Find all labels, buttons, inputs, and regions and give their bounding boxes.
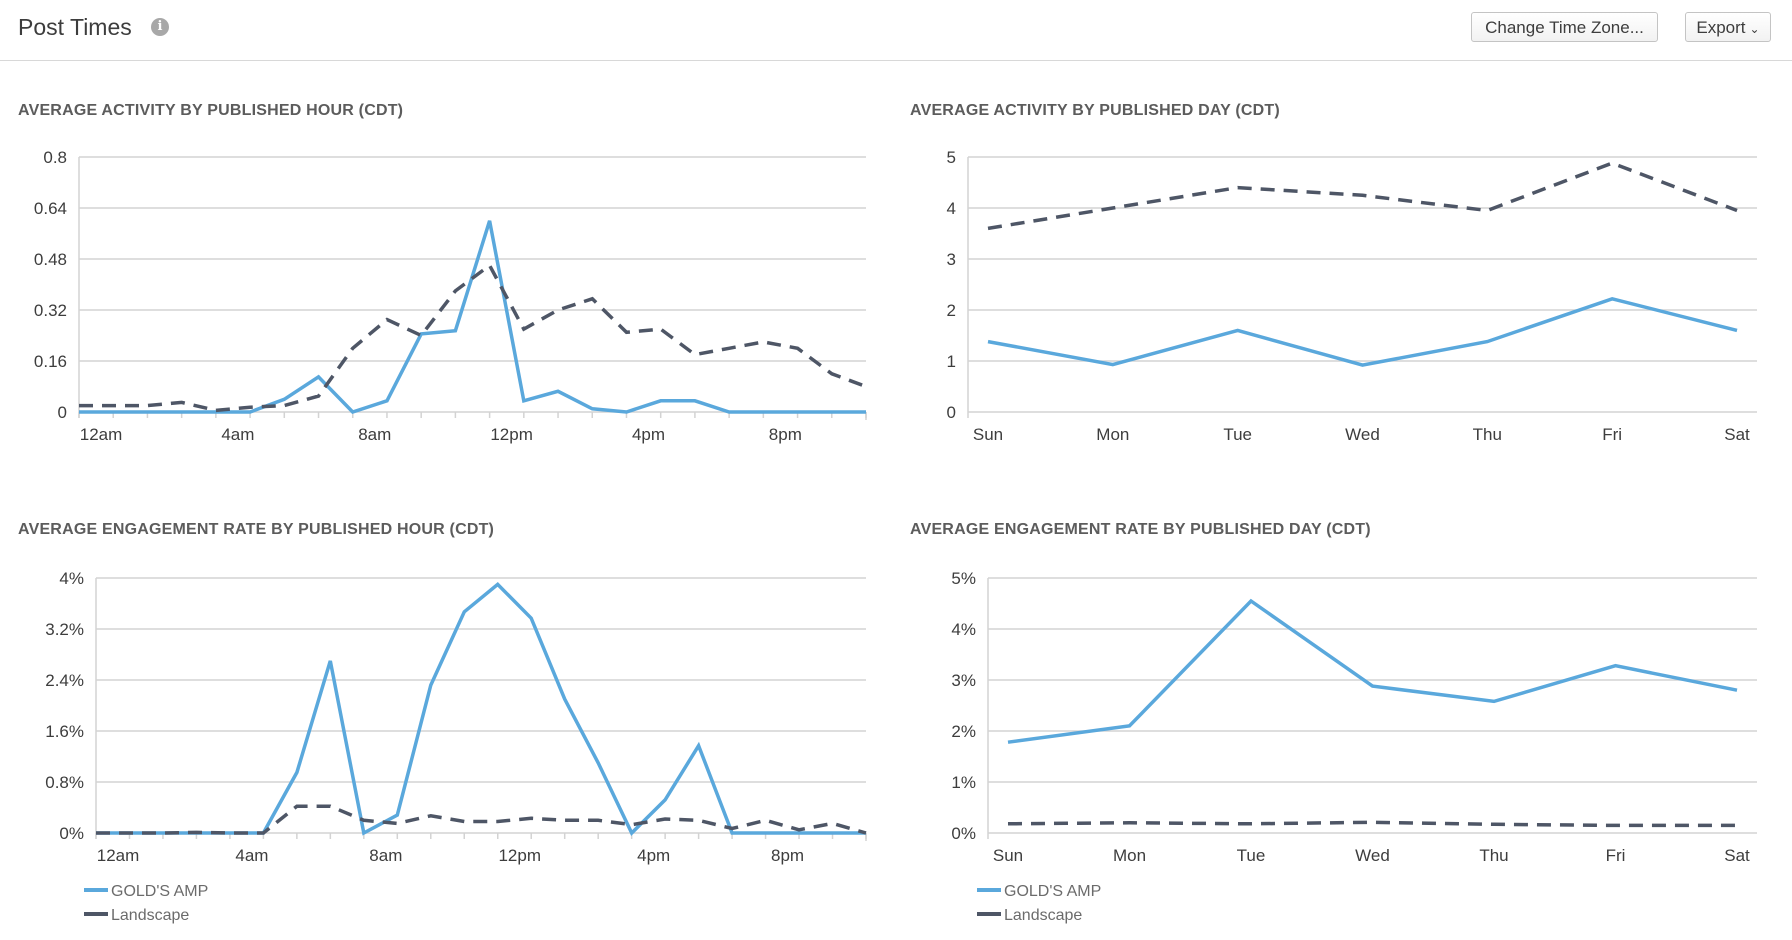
y-tick-label: 4 <box>947 199 956 218</box>
x-tick-label: 12pm <box>490 425 533 444</box>
y-tick-label: 0 <box>58 403 67 422</box>
x-tick-label: Fri <box>1606 846 1626 865</box>
y-tick-label: 5% <box>951 569 976 588</box>
y-tick-label: 1% <box>951 773 976 792</box>
x-tick-label: Tue <box>1237 846 1266 865</box>
legend-item-golds-amp[interactable]: GOLD'S AMP <box>84 880 208 904</box>
series-line-golds-amp <box>96 582 866 836</box>
y-tick-label: 3 <box>947 250 956 269</box>
series-line-landscape <box>79 262 867 413</box>
chevron-down-icon: ⌄ <box>1749 22 1760 36</box>
change-time-zone-button[interactable]: Change Time Zone... <box>1471 12 1658 42</box>
legend-item-landscape[interactable]: Landscape <box>977 904 1101 928</box>
x-tick-label: Mon <box>1113 846 1146 865</box>
x-tick-label: 4am <box>221 425 254 444</box>
y-tick-label: 3.2% <box>45 620 84 639</box>
series-line-golds-amp <box>1007 598 1738 744</box>
info-icon[interactable]: i <box>151 18 169 36</box>
x-tick-label: 8am <box>369 846 402 865</box>
export-button[interactable]: Export ⌄ <box>1685 12 1771 42</box>
x-tick-label: 4pm <box>637 846 670 865</box>
x-tick-label: Sat <box>1724 425 1750 444</box>
chart-title-activity-day: AVERAGE ACTIVITY BY PUBLISHED DAY (CDT) <box>910 102 1280 119</box>
legend-swatch-solid <box>84 887 108 892</box>
y-tick-label: 0.32 <box>34 301 67 320</box>
legend-swatch-dashed <box>84 911 108 916</box>
x-tick-label: 8pm <box>769 425 802 444</box>
y-tick-label: 1 <box>947 352 956 371</box>
x-tick-label: Mon <box>1096 425 1129 444</box>
y-tick-label: 0.16 <box>34 352 67 371</box>
x-tick-label: Sat <box>1724 846 1750 865</box>
series-line-landscape <box>1007 820 1737 828</box>
x-tick-label: Wed <box>1345 425 1380 444</box>
legend-label: GOLD'S AMP <box>1004 883 1102 900</box>
y-tick-label: 2 <box>947 301 956 320</box>
export-label: Export <box>1696 18 1746 37</box>
page-header: Post Times i Change Time Zone... Export ⌄ <box>0 0 1792 61</box>
x-tick-label: Tue <box>1223 425 1252 444</box>
legend-swatch-solid <box>977 887 1001 892</box>
y-tick-label: 4% <box>951 620 976 639</box>
series-line-landscape <box>987 161 1738 231</box>
x-tick-label: 4pm <box>632 425 665 444</box>
legend-item-golds-amp[interactable]: GOLD'S AMP <box>977 880 1101 904</box>
y-tick-label: 0% <box>59 824 84 843</box>
chart-1: 0 1 2 3 4 5 Sun Mon Tue Wed Thu Fri Sat <box>947 148 1757 444</box>
chart-3: 0% 1% 2% 3% 4% 5% Sun Mon Tue Wed Thu Fri Sat <box>951 569 1757 865</box>
x-tick-label: 8pm <box>771 846 804 865</box>
x-tick-label: 12am <box>97 846 140 865</box>
x-tick-label: 4am <box>235 846 268 865</box>
page-title: Post Times <box>18 14 132 40</box>
x-tick-label: 12am <box>80 425 123 444</box>
legend-swatch-dashed <box>977 911 1001 916</box>
x-tick-label: Wed <box>1355 846 1390 865</box>
y-tick-label: 2.4% <box>45 671 84 690</box>
y-tick-label: 5 <box>947 148 956 167</box>
y-tick-label: 0.8 <box>43 148 67 167</box>
y-tick-label: 4% <box>59 569 84 588</box>
chart-title-activity-hour: AVERAGE ACTIVITY BY PUBLISHED HOUR (CDT) <box>18 102 404 119</box>
chart-0: 0 0.16 0.32 0.48 0.64 0.8 12am 4am 8am 12pm 4pm 8pm <box>34 148 867 444</box>
legend-label: Landscape <box>111 907 190 924</box>
x-tick-label: Thu <box>1479 846 1508 865</box>
series-line-landscape <box>96 804 867 835</box>
legend-label: GOLD'S AMP <box>111 883 209 900</box>
y-tick-label: 2% <box>951 722 976 741</box>
legend-hour-engagement: GOLD'S AMP Landscape <box>84 880 208 928</box>
x-tick-label: Sun <box>993 846 1023 865</box>
legend-item-landscape[interactable]: Landscape <box>84 904 208 928</box>
y-tick-label: 0% <box>951 824 976 843</box>
x-tick-label: Thu <box>1473 425 1502 444</box>
y-tick-label: 3% <box>951 671 976 690</box>
chart-2: 0% 0.8% 1.6% 2.4% 3.2% 4% 12am 4am 8am 12pm 4pm 8pm <box>45 569 867 865</box>
x-tick-label: 12pm <box>498 846 541 865</box>
y-tick-label: 0.8% <box>45 773 84 792</box>
series-line-golds-amp <box>79 220 866 415</box>
legend-day-engagement: GOLD'S AMP Landscape <box>977 880 1101 928</box>
x-tick-label: 8am <box>358 425 391 444</box>
x-tick-label: Fri <box>1602 425 1622 444</box>
legend-label: Landscape <box>1004 907 1083 924</box>
y-tick-label: 0.48 <box>34 250 67 269</box>
y-tick-label: 1.6% <box>45 722 84 741</box>
x-tick-label: Sun <box>973 425 1003 444</box>
y-tick-label: 0.64 <box>34 199 67 218</box>
chart-title-engagement-day: AVERAGE ENGAGEMENT RATE BY PUBLISHED DAY… <box>910 521 1371 538</box>
y-tick-label: 0 <box>947 403 956 422</box>
chart-title-engagement-hour: AVERAGE ENGAGEMENT RATE BY PUBLISHED HOU… <box>18 521 495 538</box>
series-line-golds-amp <box>987 296 1738 367</box>
